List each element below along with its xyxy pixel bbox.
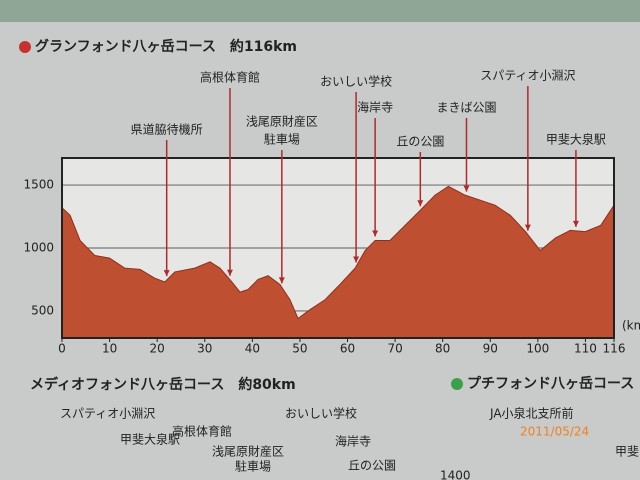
annotation-label: おいしい学校 [320,74,392,89]
arrow-head [463,185,470,192]
x-tick-label: 90 [483,342,498,356]
medio-label: 丘の公園 [348,459,396,473]
course-dot [19,41,31,53]
x-tick-label: 30 [197,342,212,356]
annotation-label: まきば公園 [436,101,496,115]
arrow-head [572,220,579,227]
y-tick-label: 1500 [23,178,54,192]
x-tick-label: 0 [58,342,66,356]
annotation-label: 高根体育館 [200,70,260,85]
x-tick-label: 80 [435,342,450,356]
x-tick-label: 40 [245,342,260,356]
petit-dot [451,378,463,390]
petit-label: JA小泉北支所前 [489,406,574,421]
x-tick-label: 110 [574,342,597,356]
medio-label: 高根体育館 [172,424,232,439]
x-tick-label: 60 [340,342,355,356]
x-tick-label: 20 [150,342,165,356]
petit-label: 甲斐 [615,445,639,459]
x-unit: (km [622,319,640,333]
medio-title: メディオフォンド八ヶ岳コース 約80km [30,376,296,393]
arrow-head [372,230,379,237]
annotation-label: 海岸寺 [357,100,393,115]
elevation-area [61,185,615,339]
x-tick-label: 116 [603,342,626,356]
x-tick-label: 70 [387,342,402,356]
plot-frame [61,157,615,339]
arrow-head [524,224,531,231]
medio-label: スパティオ小淵沢 [60,407,155,421]
arrow-head [353,256,360,263]
medio-label: 海岸寺 [335,434,371,449]
chart-title: グランフォンド八ヶ岳コース 約116km [35,38,297,55]
annotation-label: 県道脇待機所 [131,122,203,137]
annotation-label: 甲斐大泉駅 [546,133,606,147]
annotation-label: スパティオ小淵沢 [480,69,575,83]
arrow-head [278,277,285,284]
arrow-head [226,269,233,276]
annotation-label: 浅尾原財産区 [246,114,318,129]
x-tick-label: 50 [292,342,307,356]
medio-label: 浅尾原財産区 [212,444,284,459]
annotation-label: 駐車場 [264,132,300,147]
arrow-head [417,200,424,207]
x-tick-label: 100 [526,342,549,356]
y-tick-label: 1000 [23,241,54,255]
petit-tick: 1400 [440,469,471,480]
x-tick-label: 10 [102,342,117,356]
medio-label: おいしい学校 [285,406,357,421]
arrow-head [163,270,170,277]
annotation-label: 丘の公園 [396,135,444,149]
medio-label: 駐車場 [235,459,271,474]
y-tick-label: 500 [31,303,54,317]
petit-title: プチフォンド八ヶ岳コース [467,375,634,392]
timestamp: 2011/05/24 [520,425,589,439]
medio-label: 甲斐大泉駅 [120,433,180,447]
